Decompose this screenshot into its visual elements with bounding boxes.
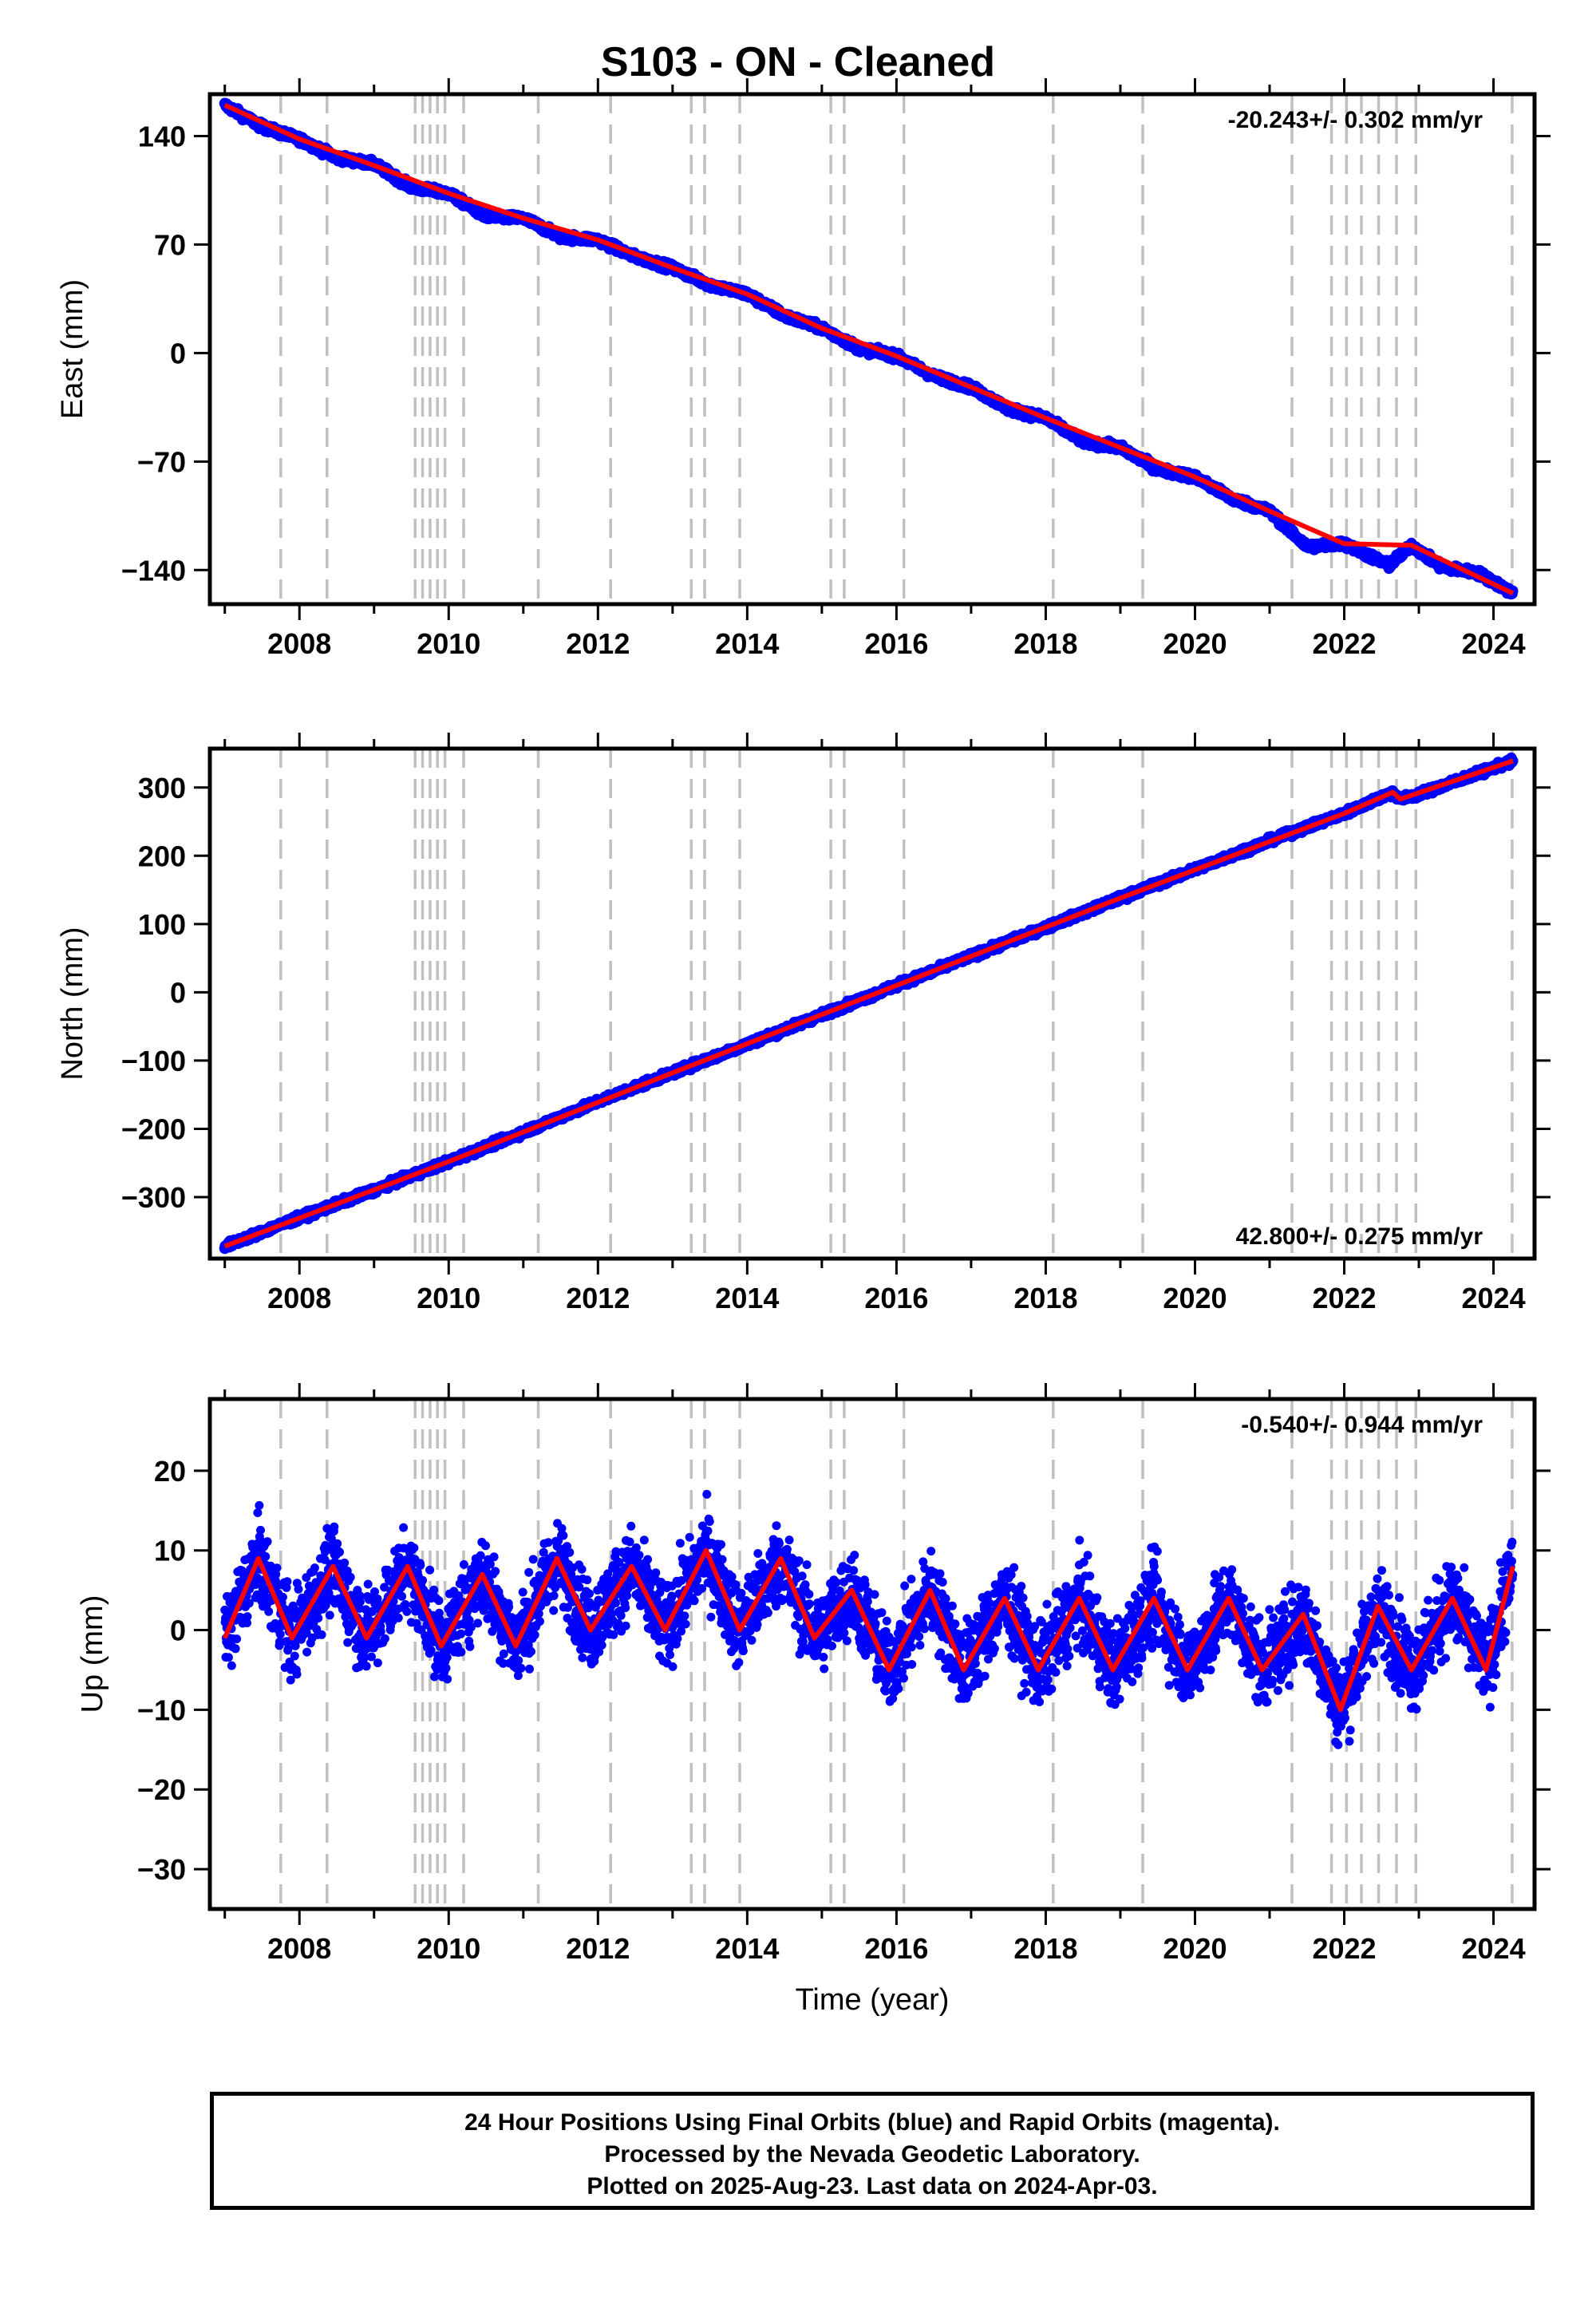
x-tick-label: 2010 <box>417 627 480 660</box>
y-tick-label: 0 <box>170 337 186 370</box>
x-tick-label: 2012 <box>566 627 630 660</box>
y-axis-label: East (mm) <box>56 279 89 419</box>
x-tick-label: 2016 <box>864 627 928 660</box>
chart-panel-1: −140 −70 0 70 140 2008 2010 2012 2014 2016 2018 202… <box>56 78 1551 660</box>
x-tick-label: 2022 <box>1312 627 1376 660</box>
y-tick-label: −140 <box>121 554 186 587</box>
page-title: S103 - ON - Cleaned <box>600 39 996 85</box>
x-tick-label: 2024 <box>1462 627 1526 660</box>
x-tick-label: 2020 <box>1163 627 1227 660</box>
y-tick-label: −70 <box>137 445 186 478</box>
rate-annotation: -20.243+/- 0.302 mm/yr <box>1228 107 1483 133</box>
y-tick-label: 140 <box>138 120 186 152</box>
x-tick-label: 2018 <box>1013 627 1077 660</box>
y-tick-label: 70 <box>154 228 186 261</box>
x-tick-label: 2008 <box>267 627 331 660</box>
x-tick-label: 2014 <box>715 627 779 660</box>
